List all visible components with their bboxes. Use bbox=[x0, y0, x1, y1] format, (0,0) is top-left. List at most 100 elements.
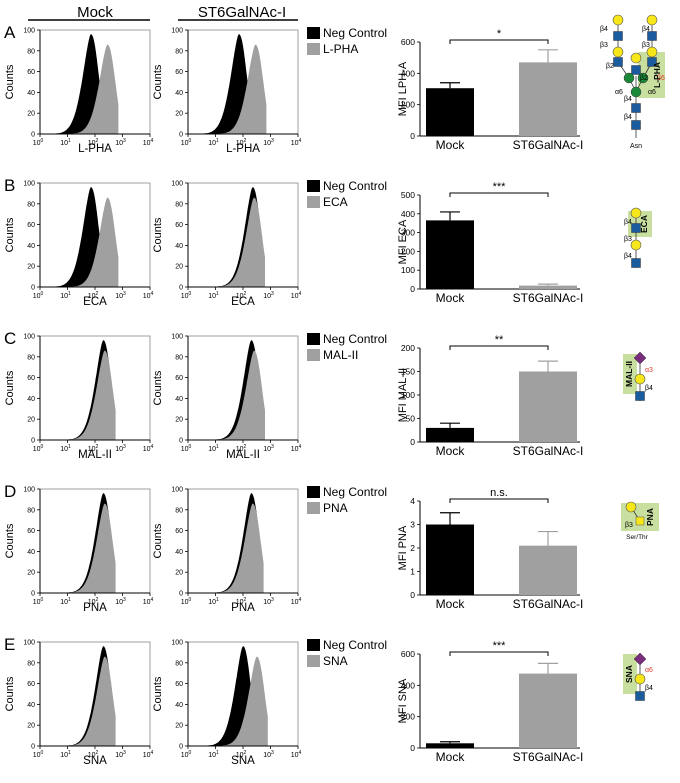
y-tick-label: 100 bbox=[401, 265, 415, 275]
category-label: ST6GalNAc-I bbox=[513, 291, 584, 305]
x-tick-label: 101 bbox=[60, 750, 71, 759]
legend-C: Neg Control MAL-II bbox=[307, 332, 387, 362]
category-label: ST6GalNAc-I bbox=[513, 138, 584, 152]
x-tick-exponent: 3 bbox=[123, 750, 126, 756]
y-tick-label: 0 bbox=[179, 132, 183, 139]
x-axis-label: L-PHA bbox=[226, 143, 260, 155]
x-tick-label: 102 bbox=[236, 750, 247, 759]
histogram-neg-control bbox=[208, 646, 254, 746]
bar-st6galnac bbox=[519, 371, 577, 442]
y-tick-label: 40 bbox=[27, 549, 35, 556]
y-tick-label: 60 bbox=[27, 69, 35, 76]
legend-swatch-neg bbox=[307, 333, 320, 345]
y-tick-label: 200 bbox=[401, 246, 415, 256]
x-axis-label: PNA bbox=[231, 602, 255, 614]
x-tick-exponent: 3 bbox=[271, 444, 274, 450]
y-tick-label: 40 bbox=[175, 90, 183, 97]
sialic-acid-icon bbox=[633, 351, 647, 365]
linkage-label: β4 bbox=[624, 253, 632, 260]
x-tick-exponent: 4 bbox=[299, 597, 302, 603]
x-tick-label: 100 bbox=[181, 138, 192, 147]
galactose-icon bbox=[630, 207, 642, 219]
bar-chart-B: 0 100 200 300 400 500 MFI ECA Mock ST6GalNAc-I **… bbox=[397, 181, 583, 305]
y-tick-label: 20 bbox=[175, 570, 183, 577]
y-axis-label: Counts bbox=[152, 217, 164, 252]
y-tick-label: 80 bbox=[175, 201, 183, 208]
x-tick-exponent: 0 bbox=[189, 444, 192, 450]
x-tick-label: 103 bbox=[115, 138, 126, 147]
glcnac-icon bbox=[635, 391, 645, 401]
x-tick-label: 101 bbox=[208, 597, 219, 606]
y-axis-label: MFI PNA bbox=[397, 525, 409, 570]
y-tick-label: 200 bbox=[401, 712, 415, 722]
x-tick-label: 102 bbox=[88, 597, 99, 606]
y-tick-label: 500 bbox=[401, 190, 415, 200]
x-tick-label: 101 bbox=[60, 291, 71, 300]
y-tick-label: 200 bbox=[401, 100, 415, 110]
bar-chart-C: 0 50 100 150 200 MFI MAL-II Mock ST6GalNAc-I ** bbox=[397, 334, 583, 458]
bar-st6galnac bbox=[519, 285, 577, 289]
x-tick-label: 103 bbox=[263, 750, 274, 759]
significance-bracket bbox=[449, 345, 549, 350]
legend-label-neg: Neg Control bbox=[323, 638, 387, 652]
legend-swatch-lectin bbox=[307, 196, 320, 208]
y-tick-label: 0 bbox=[31, 744, 35, 751]
x-tick-exponent: 2 bbox=[96, 291, 99, 297]
x-tick-exponent: 1 bbox=[216, 291, 219, 297]
x-tick-label: 102 bbox=[88, 291, 99, 300]
y-tick-label: 0 bbox=[31, 285, 35, 292]
y-tick-label: 4 bbox=[410, 496, 415, 506]
y-axis-label: MFI MAL-II bbox=[397, 368, 409, 422]
x-tick-label: 103 bbox=[263, 291, 274, 300]
glcnac-icon bbox=[631, 223, 641, 233]
bar-mock bbox=[426, 427, 474, 442]
x-tick-exponent: 2 bbox=[96, 597, 99, 603]
significance-bracket bbox=[449, 651, 549, 656]
y-tick-label: 80 bbox=[175, 660, 183, 667]
y-tick-label: 50 bbox=[406, 414, 416, 424]
y-tick-label: 0 bbox=[31, 132, 35, 139]
x-tick-exponent: 4 bbox=[299, 444, 302, 450]
bar-chart-D: 0 1 2 3 4 MFI PNA Mock ST6GalNAc-I n.s. bbox=[397, 487, 583, 611]
x-tick-label: 104 bbox=[291, 138, 302, 147]
y-tick-label: 20 bbox=[175, 111, 183, 118]
bar-st6galnac bbox=[519, 673, 577, 748]
legend-label-lectin: L-PHA bbox=[323, 42, 358, 56]
category-label: Mock bbox=[436, 597, 466, 611]
x-tick-exponent: 3 bbox=[123, 291, 126, 297]
x-tick-exponent: 2 bbox=[96, 750, 99, 756]
y-tick-label: 20 bbox=[175, 723, 183, 730]
x-tick-exponent: 3 bbox=[123, 597, 126, 603]
x-tick-exponent: 2 bbox=[244, 291, 247, 297]
histogram-neg-control bbox=[56, 187, 102, 287]
x-axis-label: L-PHA bbox=[78, 143, 112, 155]
y-tick-label: 80 bbox=[27, 48, 35, 55]
galactose-icon bbox=[634, 373, 646, 385]
y-tick-label: 80 bbox=[27, 354, 35, 361]
linkage-label: β4 bbox=[645, 685, 653, 692]
y-tick-label: 100 bbox=[23, 487, 35, 494]
x-tick-exponent: 1 bbox=[68, 138, 71, 144]
x-tick-label: 102 bbox=[88, 444, 99, 453]
mannose-icon bbox=[630, 86, 642, 98]
y-tick-label: 0 bbox=[410, 437, 415, 447]
glycan-D: β3 PNA Ser/Thr bbox=[621, 501, 659, 541]
y-tick-label: 60 bbox=[27, 222, 35, 229]
linkage-label: β4 bbox=[624, 96, 632, 103]
y-tick-label: 100 bbox=[171, 487, 183, 494]
x-tick-label: 102 bbox=[236, 597, 247, 606]
y-tick-label: 600 bbox=[401, 649, 415, 659]
x-tick-label: 102 bbox=[88, 138, 99, 147]
y-tick-label: 200 bbox=[401, 343, 415, 353]
x-tick-label: 104 bbox=[143, 291, 154, 300]
y-tick-label: 100 bbox=[401, 390, 415, 400]
galactose-icon bbox=[630, 52, 642, 64]
x-tick-label: 102 bbox=[88, 750, 99, 759]
column-header-mock: Mock bbox=[77, 4, 113, 21]
x-tick-label: 100 bbox=[181, 291, 192, 300]
x-tick-exponent: 1 bbox=[216, 138, 219, 144]
y-tick-label: 60 bbox=[175, 528, 183, 535]
linkage-label: β3 bbox=[600, 42, 608, 49]
linkage-label: β4 bbox=[624, 114, 632, 121]
